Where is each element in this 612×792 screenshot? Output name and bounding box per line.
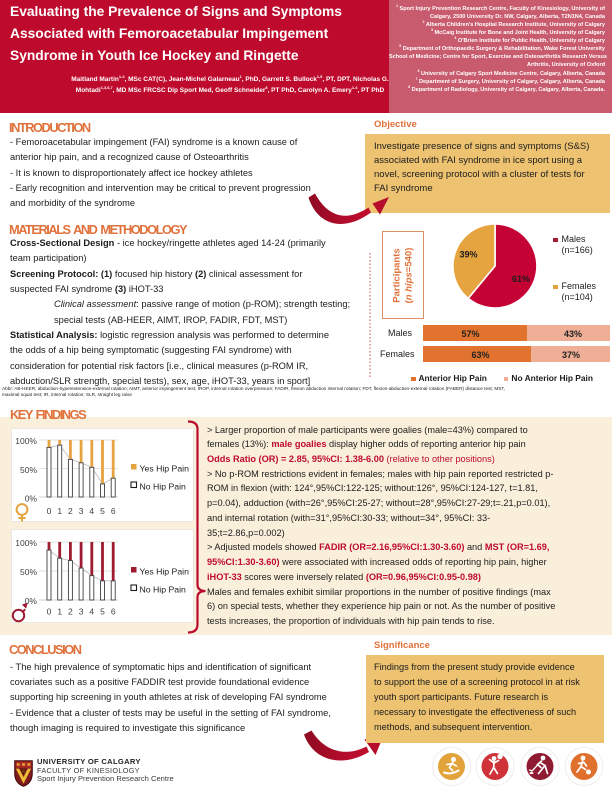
svg-text:0%: 0% xyxy=(25,494,38,504)
svg-text:4: 4 xyxy=(89,607,94,617)
svg-text:39%: 39% xyxy=(460,250,478,260)
svg-text:3: 3 xyxy=(79,607,84,617)
svg-text:0%: 0% xyxy=(25,596,38,606)
svg-text:6: 6 xyxy=(111,607,116,617)
svg-text:Yes Hip Pain: Yes Hip Pain xyxy=(140,464,190,474)
svg-text:No Hip Pain: No Hip Pain xyxy=(140,482,187,492)
svg-text:5: 5 xyxy=(100,607,105,617)
svg-text:5: 5 xyxy=(100,506,105,516)
svg-text:61%: 61% xyxy=(512,274,530,284)
svg-text:6: 6 xyxy=(111,506,116,516)
svg-text:1: 1 xyxy=(57,506,62,516)
svg-text:Yes Hip Pain: Yes Hip Pain xyxy=(140,567,190,577)
svg-text:2: 2 xyxy=(68,506,73,516)
svg-text:100%: 100% xyxy=(15,538,37,548)
svg-text:1: 1 xyxy=(57,607,62,617)
svg-text:2: 2 xyxy=(68,607,73,617)
svg-text:50%: 50% xyxy=(20,567,37,577)
svg-text:0: 0 xyxy=(47,506,52,516)
svg-text:100%: 100% xyxy=(15,436,37,446)
svg-text:3: 3 xyxy=(79,506,84,516)
svg-text:No Hip Pain: No Hip Pain xyxy=(140,585,187,595)
svg-text:4: 4 xyxy=(89,506,94,516)
svg-text:0: 0 xyxy=(47,607,52,617)
svg-text:50%: 50% xyxy=(20,465,37,475)
